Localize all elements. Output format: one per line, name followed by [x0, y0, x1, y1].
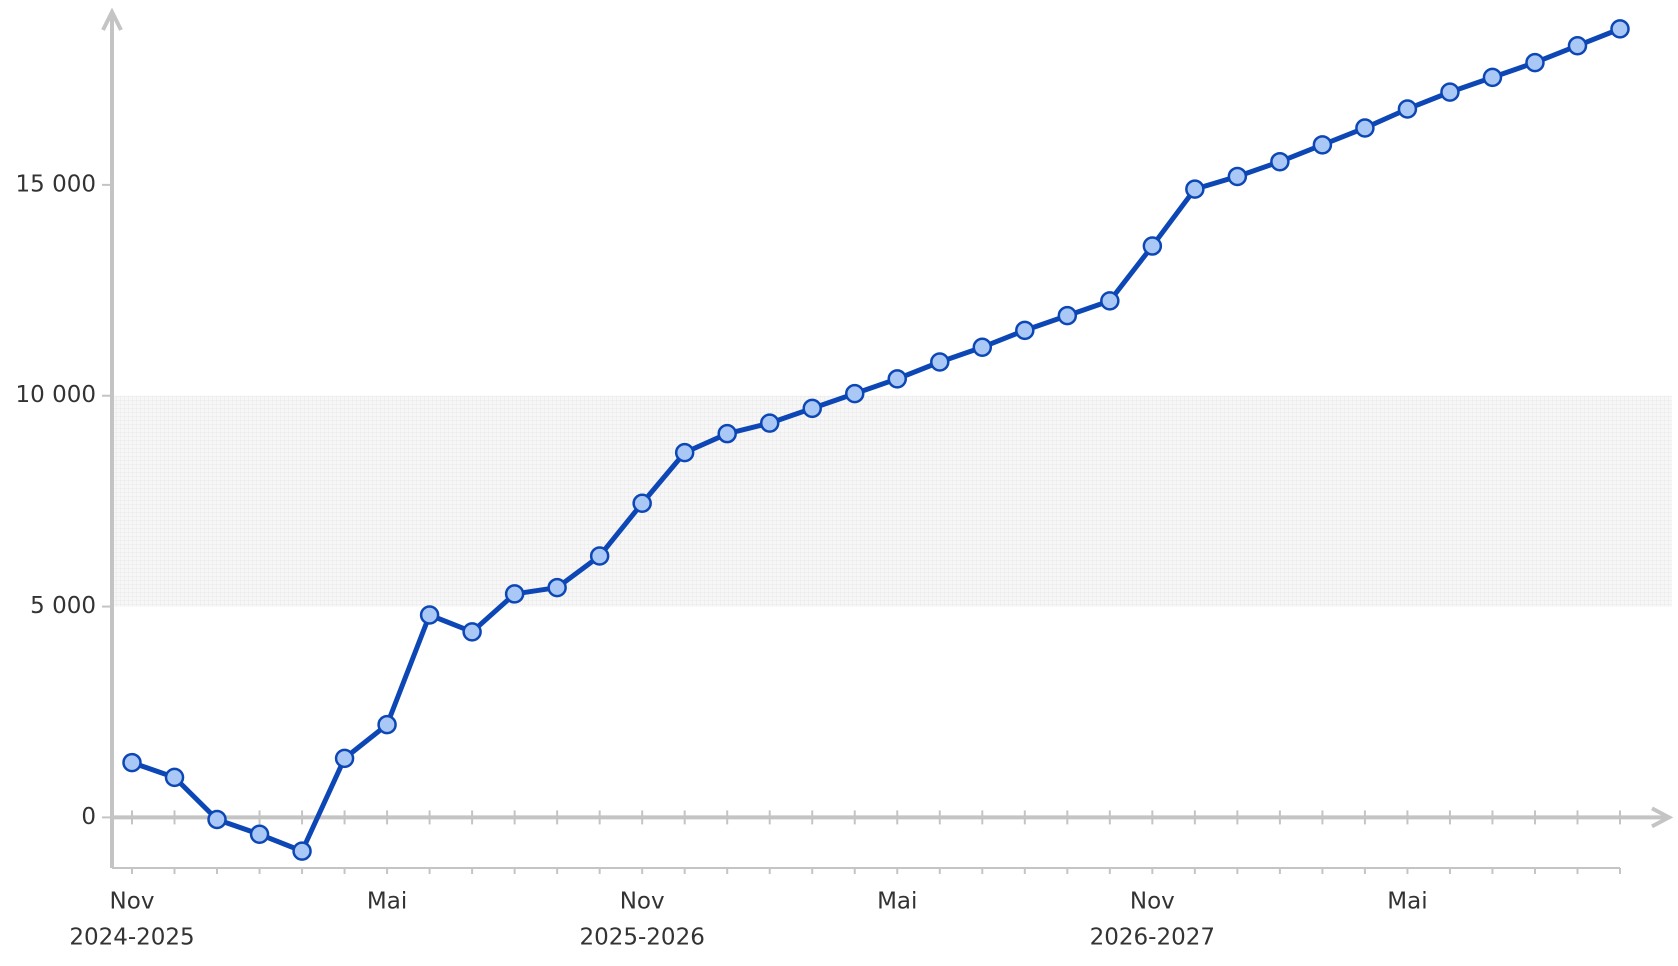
- y-tick-label: 0: [81, 804, 96, 830]
- point: [887, 369, 908, 389]
- point: [589, 546, 610, 566]
- point: [1185, 179, 1205, 199]
- x-group-label: 2026-2027: [1090, 925, 1215, 951]
- x-group-label: 2025-2026: [579, 925, 704, 951]
- y-tick-label: 10 000: [16, 382, 96, 408]
- point: [249, 824, 270, 845]
- point: [759, 413, 780, 433]
- point: [844, 383, 865, 404]
- point: [1142, 236, 1163, 256]
- point: [1270, 151, 1290, 172]
- point: [1525, 52, 1545, 73]
- y-tick-label: 5 000: [30, 593, 96, 619]
- x-axis-arrow: [1651, 806, 1674, 829]
- point: [377, 714, 397, 735]
- x-tick-label: Mai: [877, 889, 917, 915]
- x-tick-label: Mai: [367, 889, 407, 915]
- x-tick-label: Nov: [110, 889, 155, 915]
- point: [419, 605, 440, 625]
- point: [1312, 135, 1333, 155]
- x-group-label: 2024-2025: [69, 925, 194, 951]
- point: [292, 841, 312, 861]
- point: [1100, 291, 1120, 311]
- point: [1355, 118, 1375, 138]
- point: [334, 748, 355, 769]
- y-axis-arrow: [101, 7, 123, 31]
- point: [207, 809, 227, 830]
- point: [547, 577, 567, 598]
- point: [930, 352, 950, 372]
- point: [1227, 166, 1248, 187]
- point: [674, 442, 695, 463]
- point: [1610, 19, 1630, 39]
- point: [717, 423, 737, 444]
- point: [632, 493, 652, 514]
- point: [1015, 320, 1035, 341]
- point: [122, 752, 142, 773]
- shaded-band: [112, 395, 1672, 607]
- y-tick-label: 15 000: [16, 171, 96, 197]
- point: [462, 622, 482, 642]
- point: [1567, 35, 1588, 56]
- x-tick-label: Mai: [1387, 889, 1427, 915]
- x-tick-label: Nov: [1130, 889, 1175, 915]
- point: [504, 584, 525, 604]
- point: [802, 398, 822, 419]
- point: [1482, 67, 1503, 88]
- point: [164, 767, 185, 788]
- point: [972, 337, 993, 357]
- point: [1057, 305, 1078, 326]
- x-tick-label: Nov: [620, 889, 665, 915]
- point: [1440, 82, 1460, 102]
- point: [1397, 99, 1418, 119]
